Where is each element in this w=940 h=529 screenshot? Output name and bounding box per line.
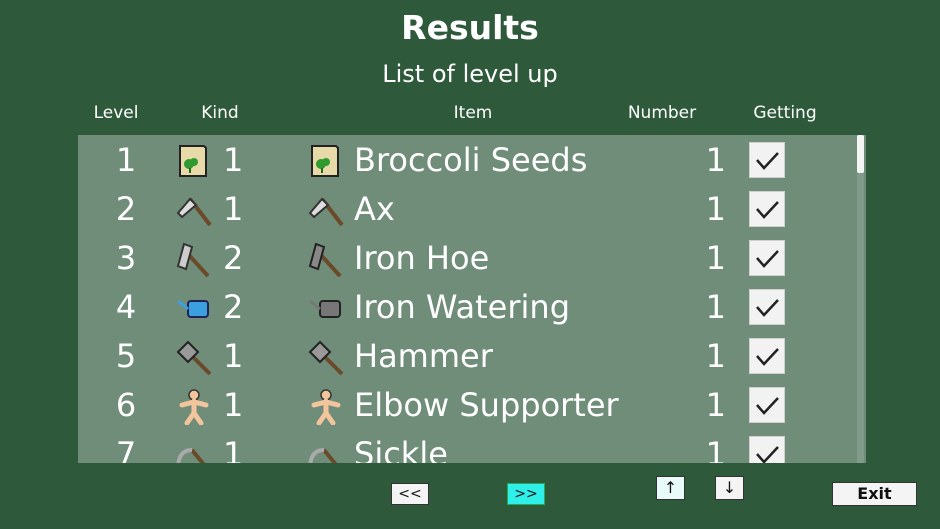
- item-number: 1: [705, 288, 726, 326]
- body-icon: [179, 389, 209, 425]
- item-name: Sickle: [354, 435, 448, 463]
- hammer-icon: [308, 340, 344, 376]
- item-number: 1: [705, 386, 726, 424]
- item-name: Elbow Supporter: [354, 386, 619, 424]
- level-up-row: 6 1 Elbow Supporter 1: [78, 381, 858, 430]
- level-value: 2: [115, 190, 137, 228]
- level-value: 3: [115, 239, 137, 277]
- kind-number: 2: [223, 288, 244, 326]
- seed-bag-icon: [179, 145, 207, 177]
- next-page-button[interactable]: >>: [507, 483, 545, 505]
- iron-watering-can-icon: [309, 299, 341, 318]
- sickle-icon: [308, 448, 338, 463]
- scroll-down-button[interactable]: ↓: [715, 476, 744, 500]
- check-icon: [756, 397, 779, 415]
- check-icon: [756, 152, 779, 170]
- header-kind: Kind: [201, 103, 239, 123]
- check-icon: [756, 250, 779, 268]
- level-up-row: 4 2 Iron Watering 1: [78, 283, 858, 332]
- getting-checkbox[interactable]: [749, 289, 785, 325]
- item-name: Iron Watering: [354, 288, 570, 326]
- header-level: Level: [93, 103, 139, 123]
- getting-checkbox[interactable]: [749, 436, 785, 463]
- level-up-list: 1 1 Broccoli Seeds 1 2 1 Ax 1 3 2 Iron H…: [78, 135, 866, 463]
- level-up-row: 5 1 Hammer 1: [78, 332, 858, 381]
- prev-page-button[interactable]: <<: [391, 483, 429, 505]
- axe-icon: [176, 197, 212, 227]
- kind-number: 2: [223, 239, 244, 277]
- item-name: Iron Hoe: [354, 239, 490, 277]
- getting-checkbox[interactable]: [749, 191, 785, 227]
- item-number: 1: [705, 435, 726, 463]
- level-value: 5: [115, 337, 137, 375]
- kind-number: 1: [223, 337, 244, 375]
- level-up-row: 2 1 Ax 1: [78, 185, 858, 234]
- item-number: 1: [705, 337, 726, 375]
- header-number: Number: [627, 103, 697, 123]
- item-number: 1: [705, 239, 726, 277]
- item-number: 1: [705, 190, 726, 228]
- check-icon: [756, 348, 779, 366]
- header-getting: Getting: [753, 103, 817, 123]
- level-value: 4: [115, 288, 137, 326]
- kind-number: 1: [223, 386, 244, 424]
- body-icon: [311, 389, 341, 425]
- item-name: Hammer: [354, 337, 493, 375]
- watering-can-icon: [177, 299, 209, 318]
- item-name: Ax: [354, 190, 395, 228]
- scroll-up-button[interactable]: ↑: [656, 476, 685, 500]
- check-icon: [756, 446, 779, 463]
- getting-checkbox[interactable]: [749, 142, 785, 178]
- hammer-icon: [176, 340, 212, 376]
- getting-checkbox[interactable]: [749, 338, 785, 374]
- kind-number: 1: [223, 141, 244, 179]
- check-icon: [756, 299, 779, 317]
- level-value: 6: [115, 386, 137, 424]
- level-up-row: 1 1 Broccoli Seeds 1: [78, 136, 858, 185]
- check-icon: [756, 201, 779, 219]
- header-item: Item: [453, 103, 493, 123]
- scrollbar-track[interactable]: [857, 135, 864, 463]
- page-subtitle: List of level up: [382, 60, 558, 88]
- sickle-icon: [176, 448, 206, 463]
- iron-hoe-icon: [308, 242, 342, 278]
- page-title: Results: [401, 8, 539, 47]
- item-name: Broccoli Seeds: [354, 141, 588, 179]
- hoe-icon: [176, 242, 210, 278]
- getting-checkbox[interactable]: [749, 387, 785, 423]
- item-number: 1: [705, 141, 726, 179]
- seed-bag-icon: [311, 145, 339, 177]
- kind-number: 1: [223, 435, 244, 463]
- kind-number: 1: [223, 190, 244, 228]
- exit-button[interactable]: Exit: [832, 482, 917, 506]
- level-up-row: 3 2 Iron Hoe 1: [78, 234, 858, 283]
- level-value: 1: [115, 141, 137, 179]
- level-up-row: 7 1 Sickle 1: [78, 430, 858, 463]
- level-value: 7: [115, 435, 137, 463]
- scrollbar-thumb[interactable]: [857, 135, 864, 173]
- getting-checkbox[interactable]: [749, 240, 785, 276]
- axe-icon: [308, 197, 344, 227]
